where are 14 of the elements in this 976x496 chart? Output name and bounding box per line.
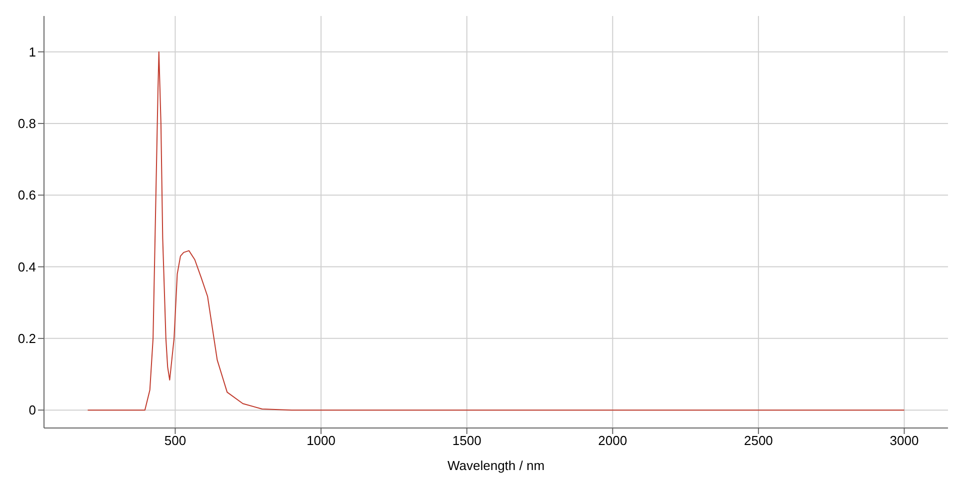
y-tick-label: 0.4 [18, 259, 36, 274]
line-series [87, 51, 905, 411]
y-tick-label: 0.6 [18, 188, 36, 203]
x-axis-title: Wavelength / nm [447, 458, 545, 473]
x-tick-label: 2000 [598, 433, 628, 448]
y-tick-label: 0.2 [18, 331, 36, 346]
y-tick-label: 0 [28, 402, 36, 418]
x-tick-label: 2500 [744, 433, 773, 448]
x-tick-label: 1500 [452, 433, 482, 448]
x-tick-label: 3000 [890, 433, 919, 448]
x-tick-label: 500 [164, 433, 186, 448]
x-tick-label: 1000 [306, 433, 336, 448]
y-tick-label: 1 [28, 44, 36, 60]
y-tick-label: 0.8 [18, 116, 36, 132]
